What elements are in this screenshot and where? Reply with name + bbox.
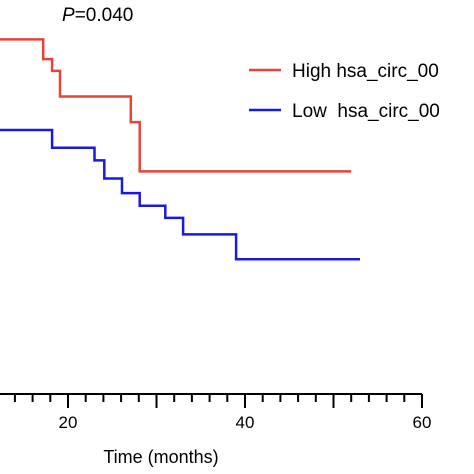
p-value-value: =0.040 bbox=[75, 5, 134, 26]
legend-label-high: High hsa_circ_00 bbox=[292, 61, 439, 82]
series-layer bbox=[0, 38, 360, 261]
x-tick-label: 60 bbox=[413, 413, 432, 432]
legend: High hsa_circ_00 Low hsa_circ_00 bbox=[249, 61, 440, 122]
x-tick-label: 40 bbox=[236, 413, 255, 432]
legend-label-low: Low hsa_circ_00 bbox=[292, 101, 440, 122]
x-axis-title: Time (months) bbox=[103, 447, 218, 467]
x-tick-label: 20 bbox=[59, 413, 78, 432]
survival-curve-low bbox=[0, 128, 360, 261]
p-value-label: P=0.040 bbox=[62, 5, 133, 26]
x-axis: 20 40 60 bbox=[0, 393, 432, 432]
survival-curve-high bbox=[0, 38, 352, 173]
p-value-prefix: P bbox=[62, 5, 75, 26]
